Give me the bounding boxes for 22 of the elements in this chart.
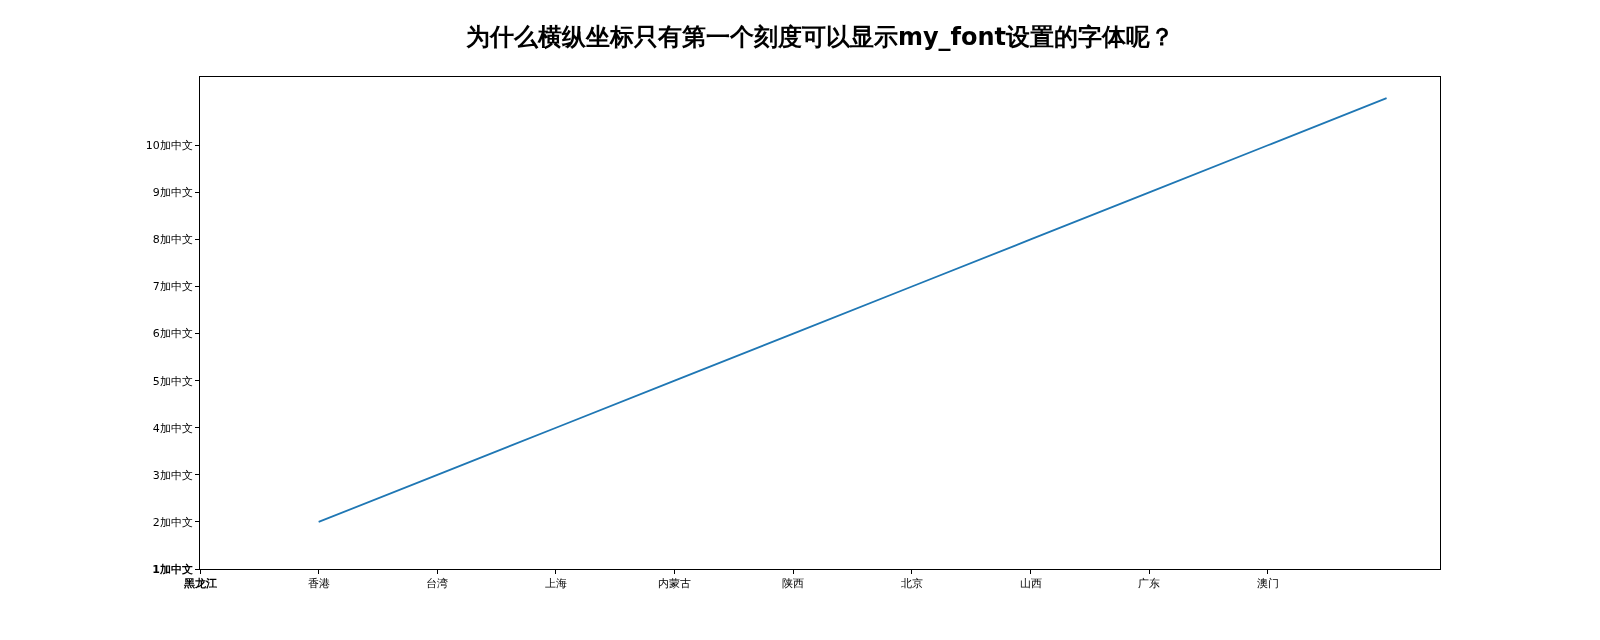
x-tick-label: 台湾 [426, 577, 449, 591]
y-tick-label: 6加中文 [152, 327, 193, 341]
line-series [317, 97, 1388, 523]
x-tick-label: 内蒙古 [658, 577, 692, 591]
y-tick-label: 3加中文 [152, 468, 193, 482]
x-tick-label: 澳门 [1256, 577, 1279, 591]
y-tick-label: 10加中文 [145, 139, 193, 153]
y-tick-label: 4加中文 [152, 421, 193, 435]
x-tick-label: 广东 [1138, 577, 1161, 591]
chart-title: 为什么横纵坐标只有第一个刻度可以显示my_font设置的字体呢？ [465, 22, 1175, 51]
y-tick-label: 2加中文 [152, 515, 193, 529]
y-tick-label: 9加中文 [152, 186, 193, 200]
y-tick-label: 8加中文 [152, 233, 193, 247]
x-tick-label: 香港 [307, 577, 330, 591]
x-tick-label: 北京 [900, 577, 923, 591]
y-tick-label: 5加中文 [152, 374, 193, 388]
x-tick-label: 山西 [1019, 577, 1042, 591]
x-tick-label: 黑龙江 [182, 577, 217, 591]
x-tick-label: 陕西 [782, 577, 805, 591]
y-tick-label: 1加中文 [152, 562, 193, 576]
y-tick-label: 7加中文 [152, 280, 193, 294]
x-tick-label: 上海 [544, 577, 567, 591]
